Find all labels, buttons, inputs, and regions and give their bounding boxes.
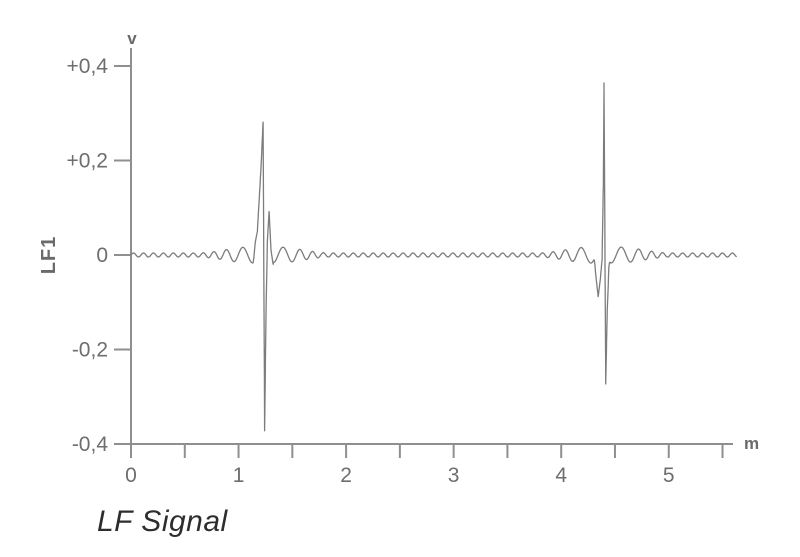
x-axis-tick-labels: 0 1 2 3 4 5: [125, 464, 674, 487]
x-tick-label: 0: [125, 464, 137, 487]
y-tick-label: -0,4: [72, 433, 109, 456]
y-axis-ticks: [114, 65, 131, 445]
x-tick-label: 4: [555, 464, 567, 487]
x-axis-ticks: [130, 444, 724, 458]
y-tick-label: 0: [96, 244, 108, 267]
y-tick-label: +0,2: [67, 150, 108, 173]
y-tick-label: -0,2: [72, 339, 108, 362]
y-tick-label: +0,4: [67, 55, 109, 78]
x-tick-label: 1: [233, 464, 245, 487]
x-axis-unit-label: m: [744, 434, 759, 453]
x-tick-label: 5: [663, 464, 675, 487]
y-axis-unit-label: v: [127, 29, 137, 48]
y-axis-tick-labels: +0,4 +0,2 0 -0,2 -0,4: [67, 55, 109, 456]
x-tick-label: 2: [340, 464, 352, 487]
chart-title: LF Signal: [97, 505, 229, 538]
x-tick-label: 3: [448, 464, 460, 487]
channel-label: LF1: [38, 236, 60, 275]
signal-curve: [130, 82, 737, 432]
